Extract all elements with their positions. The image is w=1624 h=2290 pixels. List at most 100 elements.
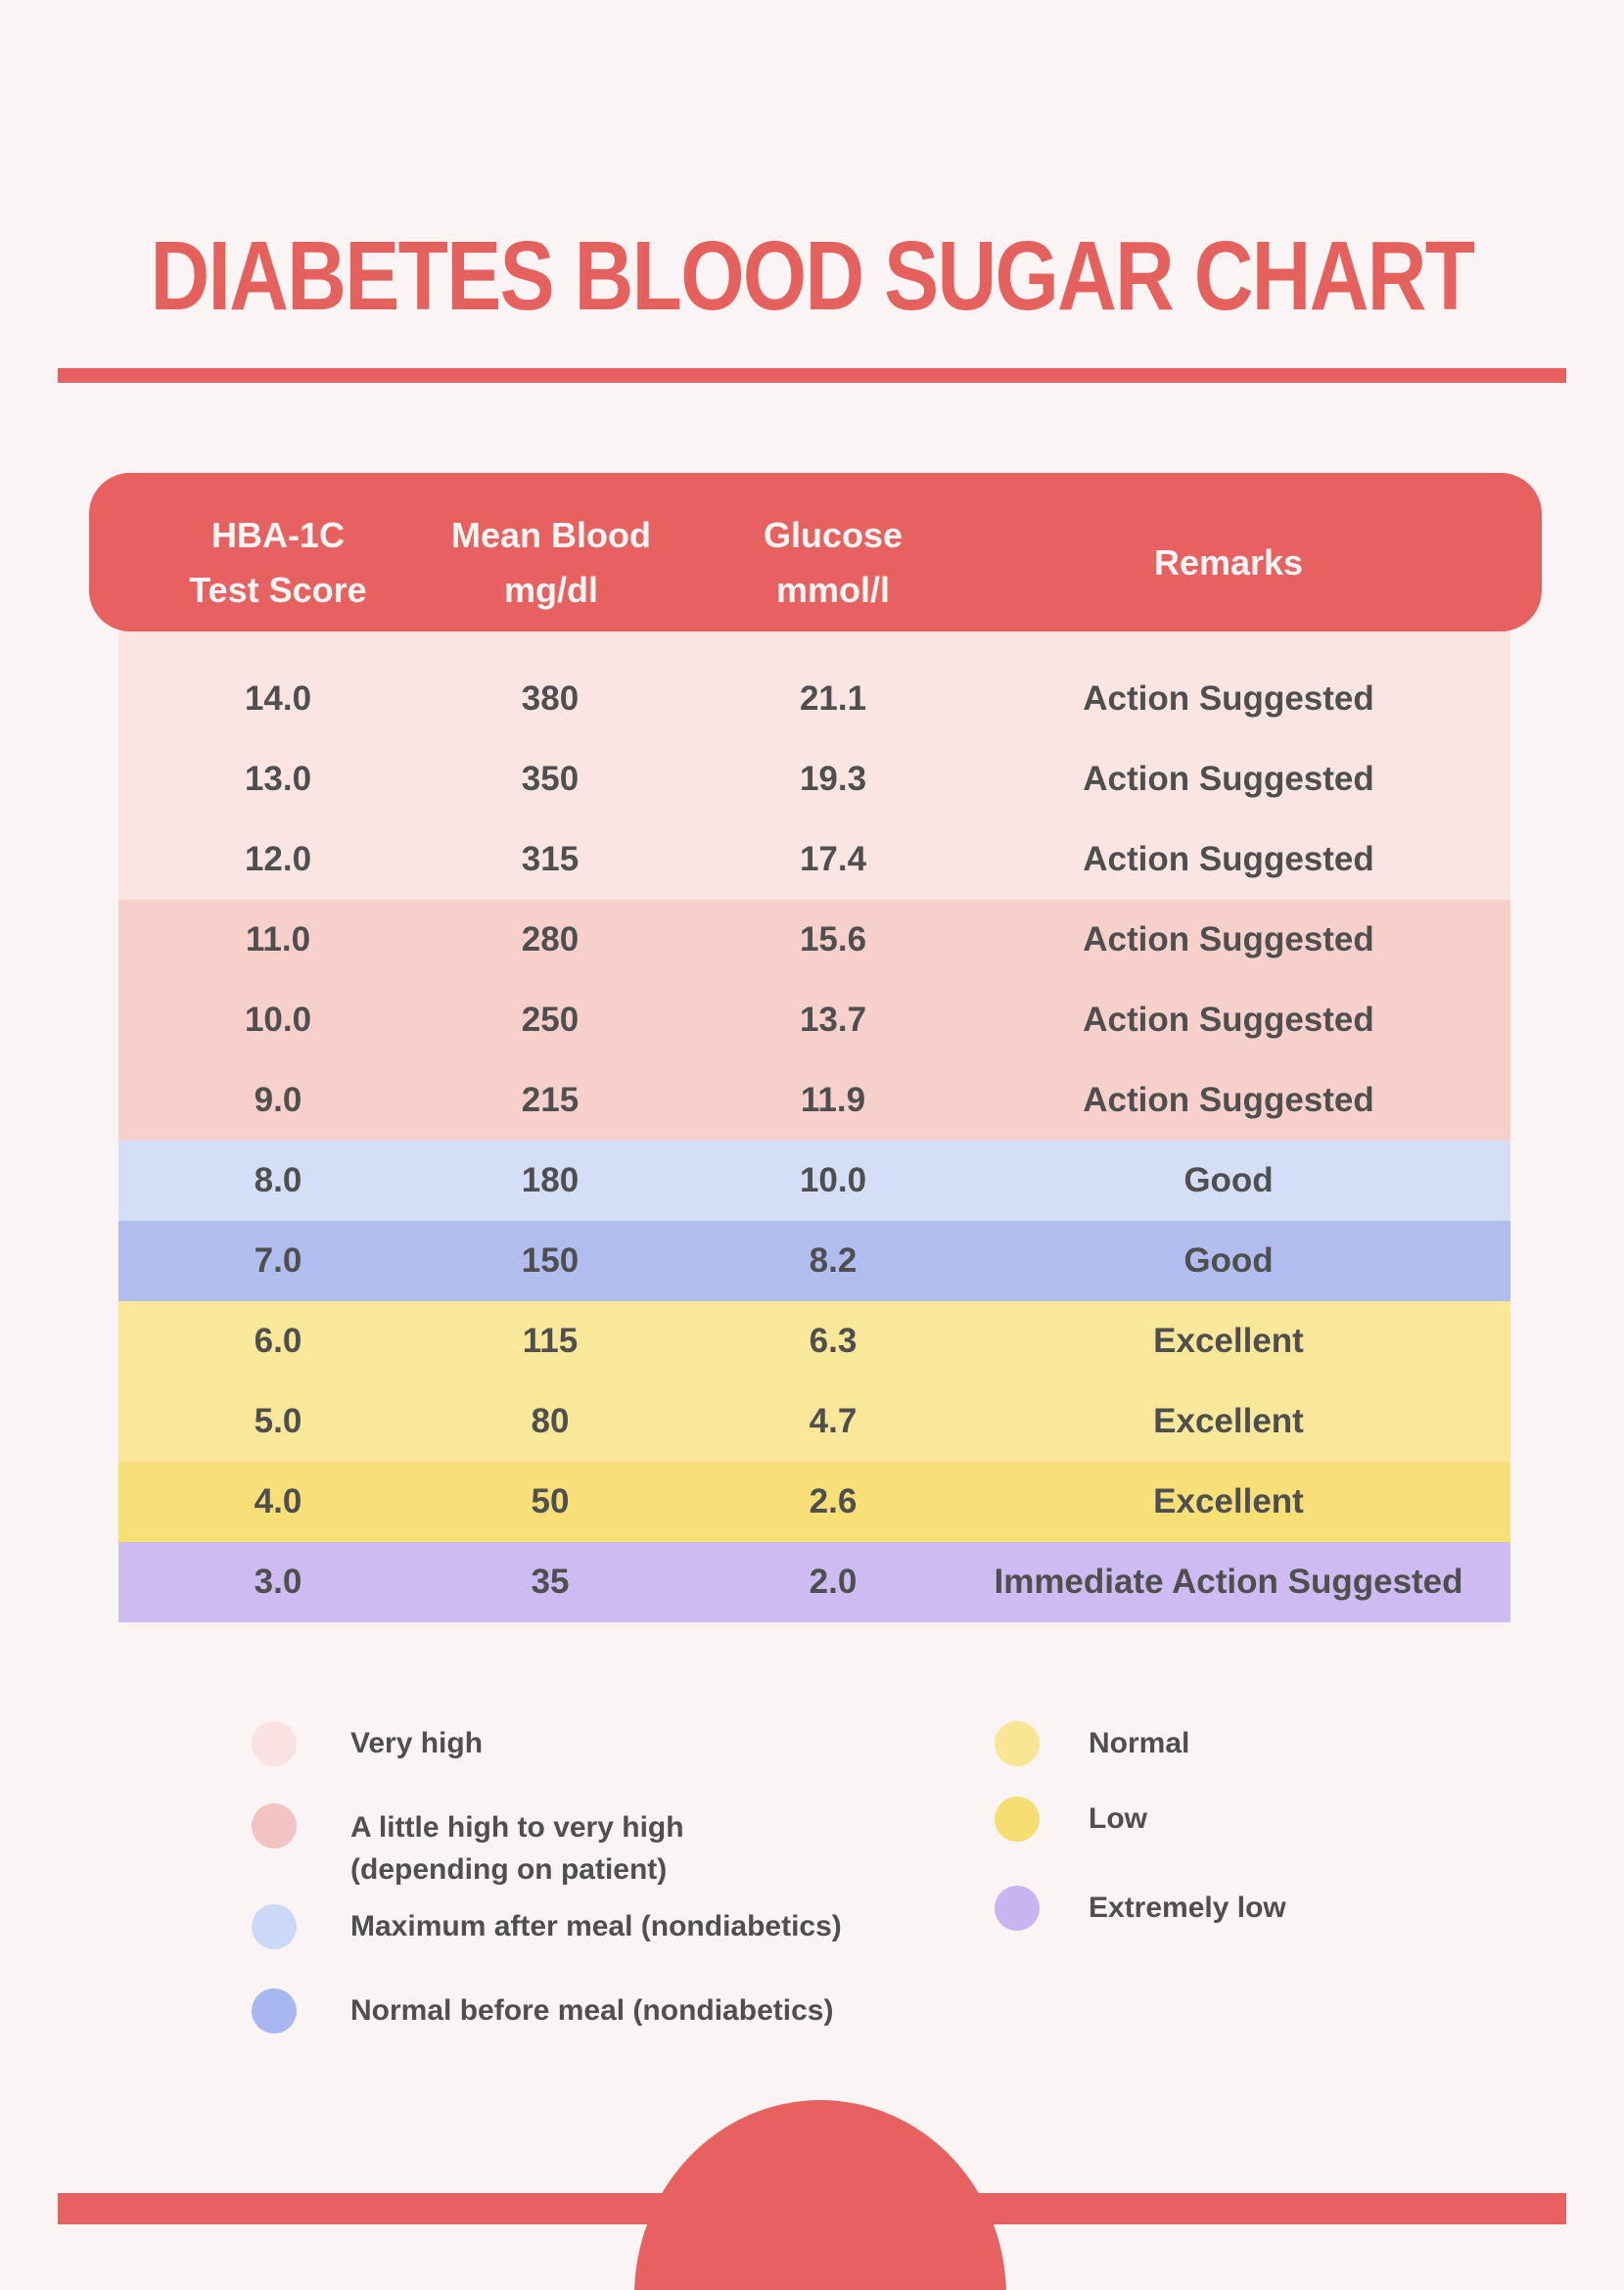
column-header-line2: Test Score [189, 570, 367, 611]
cell-mean-blood: 380 [521, 679, 580, 718]
cell-mean-blood: 115 [522, 1322, 579, 1360]
legend-item-normal: Normal [995, 1721, 1189, 1766]
column-header-line1: HBA-1C [210, 515, 345, 556]
column-header-mean-blood: Mean Blood mg/dl [451, 508, 651, 618]
normal-before-meal-color-dot [252, 1988, 297, 2033]
legend-item-max-after-meal: Maximum after meal (nondiabetics) [252, 1904, 842, 1949]
column-header-line1: Mean Blood [451, 515, 651, 556]
column-header-line2: mmol/l [775, 570, 890, 611]
column-header-hba1c-test-score: HBA-1C Test Score [189, 508, 366, 618]
table-row: 10.0 250 13.7 Action Suggested [118, 980, 1510, 1060]
cell-mean-blood: 35 [531, 1563, 570, 1601]
table-row: 8.0 180 10.0 Good [118, 1141, 1510, 1221]
cell-test-score: 10.0 [244, 1001, 312, 1039]
cell-remark: Excellent [1153, 1402, 1304, 1440]
cell-test-score: 14.0 [244, 679, 312, 718]
extremely-low-color-dot [995, 1886, 1040, 1931]
page-title: DIABETES BLOOD SUGAR CHART [150, 221, 1475, 331]
column-header-line1: Glucose [763, 515, 904, 556]
cell-remark: Action Suggested [1083, 1081, 1374, 1119]
very-high-color-dot [252, 1721, 297, 1766]
table-row: 9.0 215 11.9 Action Suggested [118, 1060, 1510, 1141]
table-row: 3.0 35 2.0 Immediate Action Suggested [118, 1542, 1510, 1622]
cell-mean-blood: 50 [531, 1482, 570, 1520]
cell-test-score: 6.0 [254, 1322, 302, 1360]
table-row: 13.0 350 19.3 Action Suggested [118, 739, 1510, 819]
top-divider [58, 368, 1566, 383]
cell-remark: Excellent [1153, 1322, 1304, 1360]
max-after-meal-color-dot [252, 1904, 297, 1949]
legend-label: Very high [350, 1727, 484, 1759]
cell-glucose: 17.4 [799, 840, 867, 878]
cell-glucose: 11.9 [800, 1081, 866, 1119]
cell-mean-blood: 280 [521, 920, 580, 958]
table-row: 5.0 80 4.7 Excellent [118, 1381, 1510, 1462]
cell-mean-blood: 80 [531, 1402, 570, 1440]
normal-color-dot [995, 1721, 1040, 1766]
cell-glucose: 21.1 [799, 679, 867, 718]
cell-glucose: 6.3 [809, 1322, 858, 1360]
cell-remark: Action Suggested [1083, 840, 1374, 878]
table-row: 7.0 150 8.2 Good [118, 1221, 1510, 1301]
legend-item-low: Low [995, 1797, 1147, 1842]
legend-item-little-high: A little high to very high (depending on… [252, 1803, 684, 1891]
legend-item-normal-before-meal: Normal before meal (nondiabetics) [252, 1988, 833, 2033]
cell-mean-blood: 350 [521, 760, 580, 798]
cell-glucose: 4.7 [809, 1402, 858, 1440]
legend-label: Extremely low [1089, 1892, 1286, 1924]
table-header: HBA-1C Test Score Mean Blood mg/dl Gluco… [89, 473, 1542, 631]
cell-remark: Action Suggested [1083, 679, 1374, 718]
table-row: 12.0 315 17.4 Action Suggested [118, 819, 1510, 900]
legend-label: Maximum after meal (nondiabetics) [350, 1910, 842, 1942]
legend-label: A little high to very high (depending on… [350, 1803, 684, 1891]
bottom-dome-decoration [634, 2100, 1006, 2290]
cell-mean-blood: 180 [521, 1161, 580, 1199]
legend-item-very-high: Very high [252, 1721, 483, 1766]
cell-remark: Action Suggested [1083, 1001, 1374, 1039]
cell-test-score: 8.0 [254, 1161, 302, 1199]
cell-glucose: 13.7 [799, 1001, 867, 1039]
cell-mean-blood: 250 [521, 1001, 580, 1039]
legend-label: Normal [1089, 1727, 1190, 1759]
cell-test-score: 12.0 [244, 840, 312, 878]
table-row: 6.0 115 6.3 Excellent [118, 1301, 1510, 1381]
cell-test-score: 3.0 [254, 1563, 302, 1601]
cell-glucose: 10.0 [799, 1161, 867, 1199]
cell-mean-blood: 150 [521, 1241, 580, 1280]
cell-test-score: 4.0 [254, 1482, 302, 1520]
cell-remark: Action Suggested [1083, 920, 1374, 958]
cell-remark: Action Suggested [1083, 760, 1374, 798]
little-high-color-dot [252, 1803, 297, 1848]
cell-remark: Immediate Action Suggested [994, 1563, 1463, 1601]
cell-glucose: 19.3 [799, 760, 867, 798]
cell-glucose: 2.6 [809, 1482, 858, 1520]
cell-mean-blood: 315 [521, 840, 580, 878]
cell-remark: Good [1183, 1241, 1274, 1280]
column-header-remarks: Remarks [1154, 536, 1303, 590]
low-color-dot [995, 1797, 1040, 1842]
cell-glucose: 15.6 [799, 920, 867, 958]
column-header-glucose: Glucose mmol/l [764, 508, 903, 618]
cell-test-score: 5.0 [254, 1402, 302, 1440]
cell-test-score: 7.0 [254, 1241, 302, 1280]
cell-test-score: 11.0 [245, 920, 311, 958]
legend-label: Normal before meal (nondiabetics) [350, 1994, 834, 2027]
table-body: 14.0 380 21.1 Action Suggested 13.0 350 … [118, 631, 1510, 1622]
table-row: 4.0 50 2.6 Excellent [118, 1462, 1510, 1542]
column-header-line1: Remarks [1153, 542, 1304, 584]
cell-remark: Excellent [1153, 1482, 1304, 1520]
column-header-line2: mg/dl [504, 570, 598, 611]
cell-glucose: 8.2 [809, 1241, 858, 1280]
table-row: 11.0 280 15.6 Action Suggested [118, 900, 1510, 980]
legend-label: Low [1089, 1802, 1147, 1835]
table-row: 14.0 380 21.1 Action Suggested [118, 659, 1510, 739]
cell-remark: Good [1183, 1161, 1274, 1199]
cell-mean-blood: 215 [521, 1081, 580, 1119]
legend-item-extremely-low: Extremely low [995, 1886, 1286, 1931]
cell-glucose: 2.0 [809, 1563, 858, 1601]
cell-test-score: 9.0 [254, 1081, 302, 1119]
legend-label-line2: (depending on patient) [350, 1853, 668, 1886]
legend-label-line1: A little high to very high [350, 1811, 684, 1844]
cell-test-score: 13.0 [244, 760, 312, 798]
